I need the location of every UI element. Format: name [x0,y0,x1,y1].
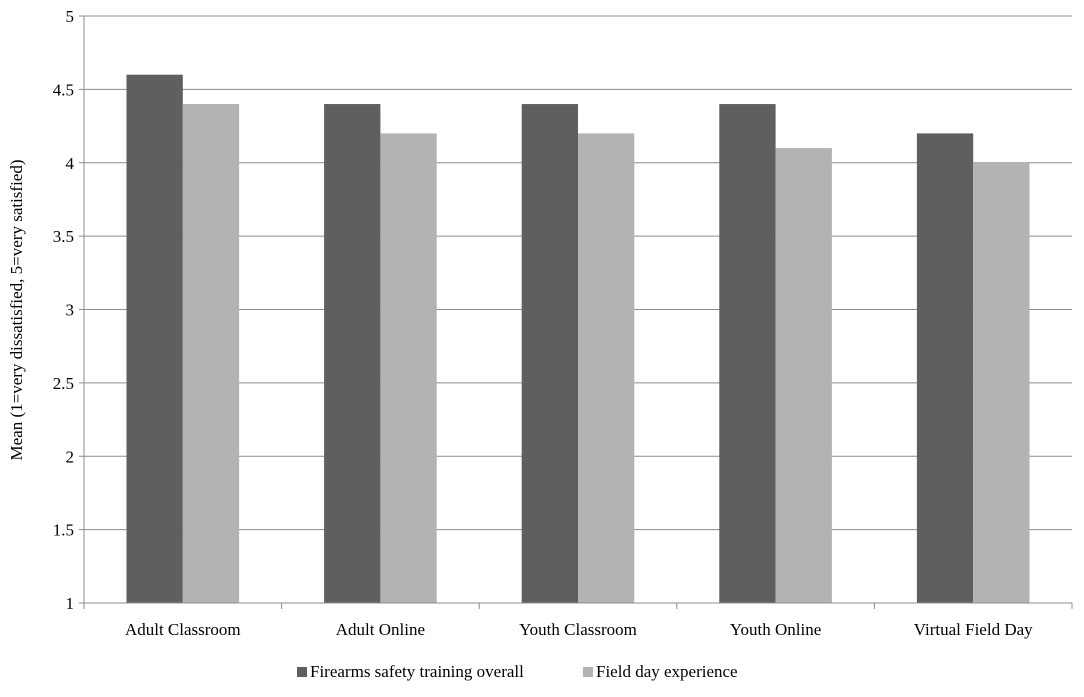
y-tick-label: 4.5 [53,80,74,99]
x-tick-labels: Adult Classroom Adult Online Youth Classro… [125,620,1033,639]
bar-field-day-3 [775,148,832,603]
bar-field-day-1 [380,133,437,603]
x-tick-label: Youth Online [730,620,821,639]
y-tick-label: 4 [66,154,75,173]
x-tick-label: Youth Classroom [519,620,637,639]
legend: Firearms safety training overall Field da… [297,662,738,681]
y-tick-label: 3.5 [53,227,74,246]
bar-training-overall-4 [916,133,974,603]
y-tick-label: 2 [66,447,75,466]
x-tick-label: Adult Online [336,620,425,639]
legend-label-1: Field day experience [596,662,738,681]
y-axis-label: Mean (1=very dissatisfied, 5=very satisf… [7,159,26,460]
axes [79,15,1073,609]
y-tick-label: 1.5 [53,521,74,540]
y-tick-label: 3 [66,301,75,320]
legend-swatch-0 [297,667,307,677]
y-tick-label: 5 [66,7,75,26]
bar-training-overall-2 [521,104,578,604]
bar-training-overall-3 [719,104,776,604]
bars [126,74,1030,604]
y-tick-label: 2.5 [53,374,74,393]
bar-field-day-4 [973,162,1030,603]
legend-swatch-1 [583,667,593,677]
y-tick-labels: 1 1.5 2 2.5 3 3.5 4 4.5 5 [53,7,75,613]
x-tick-label: Adult Classroom [125,620,241,639]
bar-field-day-2 [578,133,635,603]
x-tick-label: Virtual Field Day [914,620,1033,639]
bar-training-overall-0 [126,74,183,603]
bar-training-overall-1 [324,104,381,604]
legend-label-0: Firearms safety training overall [310,662,524,681]
y-tick-label: 1 [66,594,75,613]
bar-field-day-0 [182,104,240,604]
